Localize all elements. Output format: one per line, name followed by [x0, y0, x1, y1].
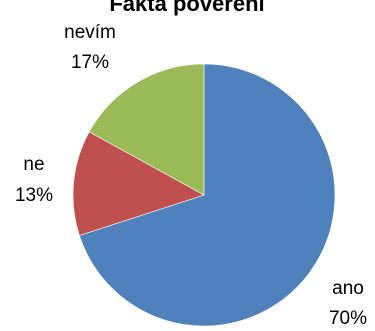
- pie-slice-nevim: [88, 63, 205, 196]
- slice-percent-ano: 70%: [329, 308, 367, 329]
- pie-slice-ano: [79, 63, 336, 327]
- slice-label-nevim: nevím: [64, 22, 116, 43]
- slice-label-ne: ne: [23, 154, 44, 175]
- slice-label-ano: ano: [332, 278, 364, 299]
- pie-slice-ne: [72, 131, 205, 236]
- chart-title: Fakta pověření: [109, 0, 265, 16]
- slice-percent-ne: 13%: [15, 185, 53, 206]
- slice-percent-nevim: 17%: [71, 52, 109, 73]
- pie-slices: [72, 63, 336, 327]
